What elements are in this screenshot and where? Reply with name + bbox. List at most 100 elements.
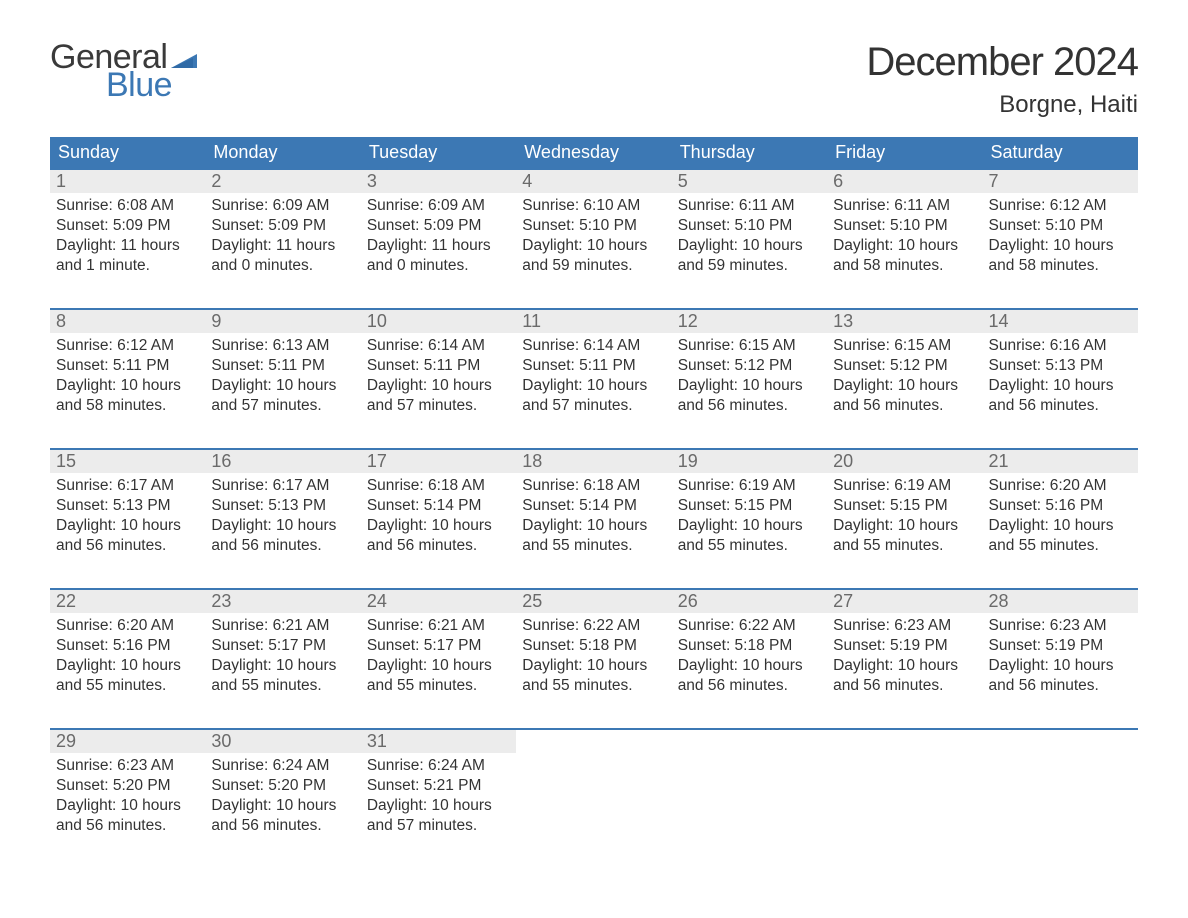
day-cell: 26Sunrise: 6:22 AMSunset: 5:18 PMDayligh… (672, 590, 827, 710)
day-number: 3 (361, 170, 516, 193)
day-body: Sunrise: 6:17 AMSunset: 5:13 PMDaylight:… (50, 473, 205, 561)
week-row: 15Sunrise: 6:17 AMSunset: 5:13 PMDayligh… (50, 448, 1138, 570)
daylight-text: Daylight: 10 hours and 56 minutes. (989, 656, 1132, 696)
day-cell: 6Sunrise: 6:11 AMSunset: 5:10 PMDaylight… (827, 170, 982, 290)
day-cell (827, 730, 982, 850)
sunset-text: Sunset: 5:14 PM (367, 496, 510, 516)
sunrise-text: Sunrise: 6:18 AM (522, 476, 665, 496)
sunset-text: Sunset: 5:09 PM (56, 216, 199, 236)
sunset-text: Sunset: 5:15 PM (833, 496, 976, 516)
day-body: Sunrise: 6:14 AMSunset: 5:11 PMDaylight:… (361, 333, 516, 421)
day-cell: 8Sunrise: 6:12 AMSunset: 5:11 PMDaylight… (50, 310, 205, 430)
sunset-text: Sunset: 5:10 PM (989, 216, 1132, 236)
daylight-text: Daylight: 10 hours and 55 minutes. (678, 516, 821, 556)
day-body: Sunrise: 6:21 AMSunset: 5:17 PMDaylight:… (205, 613, 360, 701)
calendar: Sunday Monday Tuesday Wednesday Thursday… (50, 137, 1138, 850)
logo: General Blue (50, 40, 197, 102)
day-cell: 5Sunrise: 6:11 AMSunset: 5:10 PMDaylight… (672, 170, 827, 290)
sunset-text: Sunset: 5:15 PM (678, 496, 821, 516)
sunrise-text: Sunrise: 6:13 AM (211, 336, 354, 356)
daylight-text: Daylight: 10 hours and 56 minutes. (833, 376, 976, 416)
sunset-text: Sunset: 5:14 PM (522, 496, 665, 516)
dow-thursday: Thursday (672, 137, 827, 168)
day-number: 12 (672, 310, 827, 333)
day-number: 4 (516, 170, 671, 193)
day-cell: 10Sunrise: 6:14 AMSunset: 5:11 PMDayligh… (361, 310, 516, 430)
day-body: Sunrise: 6:13 AMSunset: 5:11 PMDaylight:… (205, 333, 360, 421)
day-cell: 18Sunrise: 6:18 AMSunset: 5:14 PMDayligh… (516, 450, 671, 570)
day-number: 25 (516, 590, 671, 613)
day-body: Sunrise: 6:22 AMSunset: 5:18 PMDaylight:… (672, 613, 827, 701)
day-number: 30 (205, 730, 360, 753)
sunset-text: Sunset: 5:16 PM (56, 636, 199, 656)
daylight-text: Daylight: 10 hours and 59 minutes. (522, 236, 665, 276)
day-cell: 11Sunrise: 6:14 AMSunset: 5:11 PMDayligh… (516, 310, 671, 430)
dow-wednesday: Wednesday (516, 137, 671, 168)
sunset-text: Sunset: 5:10 PM (833, 216, 976, 236)
day-cell (516, 730, 671, 850)
day-cell: 21Sunrise: 6:20 AMSunset: 5:16 PMDayligh… (983, 450, 1138, 570)
day-number: 20 (827, 450, 982, 473)
location: Borgne, Haiti (866, 91, 1138, 119)
day-cell: 24Sunrise: 6:21 AMSunset: 5:17 PMDayligh… (361, 590, 516, 710)
day-cell: 4 Sunrise: 6:10 AMSunset: 5:10 PMDaylight… (516, 170, 671, 290)
sunset-text: Sunset: 5:09 PM (367, 216, 510, 236)
day-number: 15 (50, 450, 205, 473)
daylight-text: Daylight: 10 hours and 56 minutes. (211, 516, 354, 556)
week-row: 29Sunrise: 6:23 AMSunset: 5:20 PMDayligh… (50, 728, 1138, 850)
sunset-text: Sunset: 5:20 PM (56, 776, 199, 796)
day-body: Sunrise: 6:15 AMSunset: 5:12 PMDaylight:… (672, 333, 827, 421)
sunset-text: Sunset: 5:11 PM (211, 356, 354, 376)
day-number: 14 (983, 310, 1138, 333)
day-cell: 17Sunrise: 6:18 AMSunset: 5:14 PMDayligh… (361, 450, 516, 570)
sunset-text: Sunset: 5:17 PM (211, 636, 354, 656)
sunrise-text: Sunrise: 6:24 AM (367, 756, 510, 776)
day-body: Sunrise: 6:23 AMSunset: 5:20 PMDaylight:… (50, 753, 205, 841)
sunset-text: Sunset: 5:13 PM (989, 356, 1132, 376)
day-number: 21 (983, 450, 1138, 473)
daylight-text: Daylight: 10 hours and 59 minutes. (678, 236, 821, 276)
week-row: 22Sunrise: 6:20 AMSunset: 5:16 PMDayligh… (50, 588, 1138, 710)
sunset-text: Sunset: 5:10 PM (522, 216, 665, 236)
day-body: Sunrise: 6:18 AMSunset: 5:14 PMDaylight:… (361, 473, 516, 561)
day-body: Sunrise: 6:23 AMSunset: 5:19 PMDaylight:… (827, 613, 982, 701)
day-body: Sunrise: 6:11 AMSunset: 5:10 PMDaylight:… (672, 193, 827, 281)
day-body: Sunrise: 6:11 AMSunset: 5:10 PMDaylight:… (827, 193, 982, 281)
daylight-text: Daylight: 10 hours and 58 minutes. (989, 236, 1132, 276)
header: General Blue December 2024 Borgne, Haiti (50, 40, 1138, 119)
day-body: Sunrise: 6:15 AMSunset: 5:12 PMDaylight:… (827, 333, 982, 421)
sunrise-text: Sunrise: 6:16 AM (989, 336, 1132, 356)
day-body: Sunrise: 6:18 AMSunset: 5:14 PMDaylight:… (516, 473, 671, 561)
day-number: 26 (672, 590, 827, 613)
sunrise-text: Sunrise: 6:10 AM (522, 196, 665, 216)
day-number: 7 (983, 170, 1138, 193)
daylight-text: Daylight: 10 hours and 56 minutes. (678, 376, 821, 416)
day-body: Sunrise: 6:12 AMSunset: 5:10 PMDaylight:… (983, 193, 1138, 281)
day-cell: 7Sunrise: 6:12 AMSunset: 5:10 PMDaylight… (983, 170, 1138, 290)
day-number (983, 730, 1138, 753)
days-of-week-header: Sunday Monday Tuesday Wednesday Thursday… (50, 137, 1138, 168)
dow-saturday: Saturday (983, 137, 1138, 168)
sunrise-text: Sunrise: 6:15 AM (833, 336, 976, 356)
day-body: Sunrise: 6:19 AMSunset: 5:15 PMDaylight:… (672, 473, 827, 561)
day-cell: 27Sunrise: 6:23 AMSunset: 5:19 PMDayligh… (827, 590, 982, 710)
sunrise-text: Sunrise: 6:14 AM (367, 336, 510, 356)
sunrise-text: Sunrise: 6:23 AM (833, 616, 976, 636)
day-cell: 13Sunrise: 6:15 AMSunset: 5:12 PMDayligh… (827, 310, 982, 430)
sunrise-text: Sunrise: 6:18 AM (367, 476, 510, 496)
day-number: 22 (50, 590, 205, 613)
sunrise-text: Sunrise: 6:22 AM (678, 616, 821, 636)
daylight-text: Daylight: 10 hours and 56 minutes. (367, 516, 510, 556)
daylight-text: Daylight: 10 hours and 56 minutes. (56, 796, 199, 836)
day-number: 11 (516, 310, 671, 333)
day-number (672, 730, 827, 753)
week-row: 8Sunrise: 6:12 AMSunset: 5:11 PMDaylight… (50, 308, 1138, 430)
month-title: December 2024 (866, 40, 1138, 85)
sunrise-text: Sunrise: 6:21 AM (211, 616, 354, 636)
sunset-text: Sunset: 5:12 PM (678, 356, 821, 376)
sunset-text: Sunset: 5:13 PM (56, 496, 199, 516)
sunrise-text: Sunrise: 6:23 AM (989, 616, 1132, 636)
day-cell: 9Sunrise: 6:13 AMSunset: 5:11 PMDaylight… (205, 310, 360, 430)
day-cell: 2Sunrise: 6:09 AMSunset: 5:09 PMDaylight… (205, 170, 360, 290)
day-body: Sunrise: 6:21 AMSunset: 5:17 PMDaylight:… (361, 613, 516, 701)
